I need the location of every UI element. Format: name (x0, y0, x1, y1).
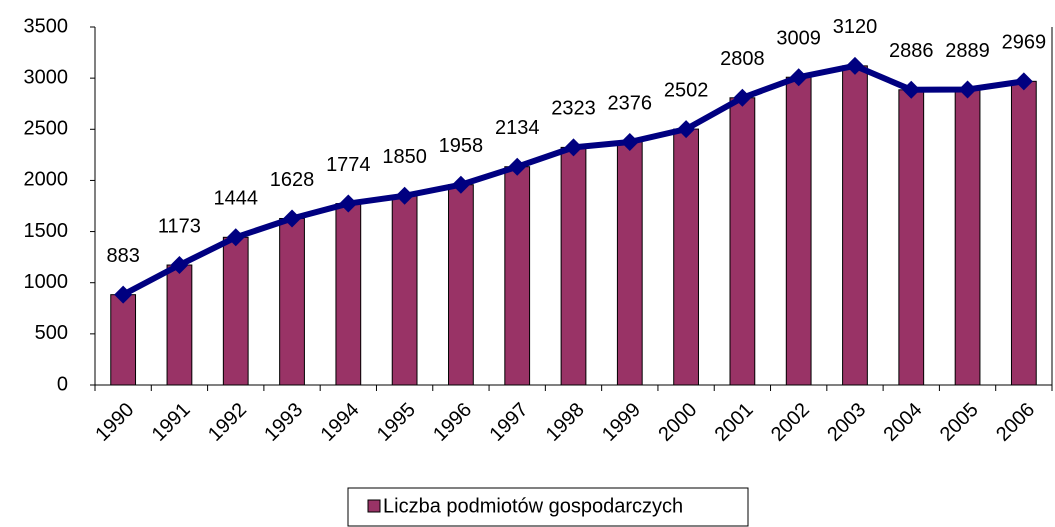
y-tick-label: 3000 (24, 66, 69, 88)
marker (677, 120, 696, 139)
legend: Liczba podmiotów gospodarczych (347, 487, 749, 527)
marker (114, 285, 133, 304)
data-label: 2969 (1002, 32, 1047, 54)
y-tick-label: 1000 (24, 271, 69, 293)
data-label: 1958 (439, 135, 484, 157)
bar (673, 128, 699, 386)
data-label: 883 (106, 245, 139, 267)
data-label: 2502 (664, 79, 709, 101)
data-label: 1850 (382, 146, 427, 168)
x-tick-label: 2004 (880, 399, 927, 446)
marker (451, 175, 470, 194)
x-tick-label: 1997 (485, 399, 532, 446)
x-tick-label: 1993 (260, 399, 307, 446)
data-label: 2808 (720, 48, 765, 70)
bar (166, 264, 193, 386)
bar (954, 88, 981, 386)
bar (110, 294, 137, 386)
bar (729, 97, 756, 386)
marker (170, 256, 189, 275)
data-label: 1628 (270, 169, 315, 191)
data-label: 1774 (326, 154, 371, 176)
marker (283, 209, 302, 228)
data-label: 3009 (776, 28, 821, 50)
marker (733, 88, 752, 107)
bar (391, 195, 418, 386)
legend-label: Liczba podmiotów gospodarczych (383, 495, 683, 517)
x-tick-label: 1996 (429, 399, 476, 446)
x-tick-label: 1990 (91, 399, 138, 446)
x-tick-label: 2006 (992, 399, 1039, 446)
x-tick-label: 2002 (767, 399, 814, 446)
x-tick-label: 1991 (148, 399, 195, 446)
marker (226, 228, 245, 247)
marker (902, 80, 921, 99)
marker (339, 194, 358, 213)
x-tick-label: 2005 (936, 399, 983, 446)
y-tick-label: 2500 (24, 118, 69, 140)
x-tick-label: 1992 (204, 399, 251, 446)
y-tick-label: 500 (35, 322, 68, 344)
bar (504, 166, 531, 386)
x-tick-label: 2000 (654, 399, 701, 446)
y-tick-label: 2000 (24, 169, 69, 191)
bar (898, 89, 925, 386)
bar (448, 184, 474, 386)
x-tick-label: 1995 (373, 399, 420, 446)
x-tick-label: 1994 (317, 399, 364, 446)
data-label: 3120 (833, 16, 878, 38)
bar (616, 141, 643, 386)
marker (564, 138, 583, 157)
x-tick-label: 1998 (542, 399, 589, 446)
data-label: 1173 (158, 215, 201, 237)
y-tick-label: 0 (57, 373, 68, 395)
marker (958, 80, 977, 99)
bar (1010, 80, 1037, 386)
marker (789, 68, 808, 87)
legend-box (347, 487, 749, 527)
data-label: 1444 (213, 188, 258, 210)
y-tick-label: 3500 (24, 15, 69, 37)
data-label: 2889 (945, 40, 990, 62)
marker (845, 56, 864, 75)
y-tick-label: 1500 (24, 220, 69, 242)
data-label: 2376 (608, 92, 653, 114)
marker (620, 132, 639, 151)
bar (842, 65, 868, 386)
marker (395, 186, 414, 205)
x-tick-label: 2001 (711, 399, 758, 446)
data-label: 2886 (889, 40, 934, 62)
bar (560, 146, 587, 386)
x-tick-label: 2003 (823, 399, 870, 446)
data-label: 2134 (495, 117, 540, 139)
bar (279, 217, 305, 386)
bar (335, 203, 362, 386)
data-label: 2323 (551, 98, 596, 120)
bar (785, 76, 812, 386)
x-tick-label: 1999 (598, 399, 645, 446)
marker (1014, 72, 1033, 91)
legend-swatch (367, 499, 381, 513)
marker (508, 157, 527, 176)
bar (222, 236, 249, 386)
